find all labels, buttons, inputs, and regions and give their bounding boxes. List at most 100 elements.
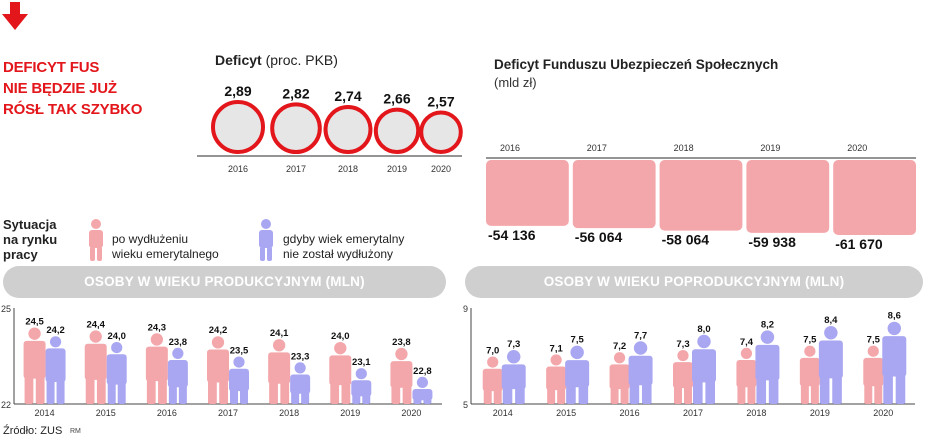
person-pink-head — [804, 345, 816, 357]
person-purple-leg — [502, 386, 513, 404]
person-purple-head — [49, 336, 62, 348]
person-pink-body — [329, 355, 352, 386]
person-pink-leg — [280, 380, 290, 404]
person-purple-body — [290, 374, 311, 394]
person-purple-leg — [629, 382, 640, 404]
person-pink-head — [487, 356, 499, 368]
post-working-age-value-label-pink: 7,1 — [550, 343, 564, 354]
legend-heading-line-2: na rynku — [3, 232, 58, 247]
person-pink-head — [150, 333, 164, 346]
person-purple-head — [887, 321, 902, 336]
person-purple-leg — [423, 397, 432, 404]
person-purple-leg — [819, 375, 830, 404]
person-pink-leg — [85, 376, 95, 404]
working-age-y-tick-label: 25 — [1, 304, 11, 314]
working-age-pill: OSOBY W WIEKU PRODUKCYJNYM (MLN) — [3, 266, 446, 298]
person-purple-body — [755, 344, 780, 381]
person-purple-body — [628, 355, 653, 386]
person-pink-legend-icon — [89, 219, 103, 261]
person-pink-leg — [800, 383, 809, 404]
fus-year-label: 2016 — [500, 143, 520, 153]
working-age-value-label-pink: 24,0 — [331, 331, 350, 342]
person-pink-head — [550, 354, 562, 366]
deficit-bubble — [211, 100, 265, 154]
person-pink-leg — [674, 385, 682, 404]
person-purple-body — [692, 349, 716, 383]
person-purple-leg — [883, 373, 893, 404]
person-purple-body — [351, 380, 372, 397]
person-purple-head — [824, 326, 838, 340]
working-age-value-label-purple: 23,1 — [352, 357, 371, 368]
person-pink-body — [736, 360, 757, 388]
person-pink-body — [482, 368, 503, 392]
person-purple-leg — [46, 378, 55, 404]
person-purple-leg — [352, 393, 361, 404]
person-purple-leg — [832, 375, 842, 404]
person-purple-leg — [413, 397, 422, 404]
person-pink-leg — [24, 375, 34, 404]
down-arrow-icon — [2, 2, 28, 30]
person-pink-leg — [219, 379, 228, 404]
person-purple-leg — [240, 388, 248, 404]
person-pink-head — [334, 342, 347, 355]
person-purple-leg — [693, 379, 703, 404]
post-working-age-year-label: 2019 — [810, 408, 830, 418]
post-working-age-pill: OSOBY W WIEKU POPRODUKCYJNYM (MLN) — [465, 266, 923, 298]
person-pink-body — [799, 357, 820, 387]
working-age-year-label: 2014 — [35, 408, 55, 418]
working-age-value-label-purple: 23,3 — [291, 351, 310, 362]
working-age-year-label: 2019 — [340, 408, 360, 418]
post-working-age-year-label: 2015 — [556, 408, 576, 418]
person-purple-leg — [641, 382, 652, 404]
fus-deficit-bar — [833, 160, 916, 235]
source-note: Źródło: ZUS — [3, 425, 63, 437]
deficit-bubble-label: 2,57 — [427, 93, 454, 109]
working-age-value-label-purple: 24,0 — [107, 331, 126, 342]
person-purple-head — [760, 330, 775, 344]
post-working-age-value-label-pink: 7,3 — [676, 339, 689, 350]
person-pink-leg — [737, 384, 746, 404]
working-age-year-label: 2018 — [279, 408, 299, 418]
post-working-age-year-label: 2016 — [620, 408, 640, 418]
person-pink-leg — [557, 387, 566, 404]
fus-deficit-label: -61 670 — [835, 236, 883, 252]
person-purple-leg — [178, 384, 187, 404]
working-age-value-label-purple: 22,8 — [413, 366, 432, 377]
person-purple-leg — [756, 377, 767, 404]
post-working-age-value-label-pink: 7,2 — [613, 341, 626, 352]
working-age-year-label: 2017 — [218, 408, 238, 418]
person-pink-leg — [402, 384, 412, 404]
working-age-value-label-pink: 23,8 — [392, 337, 411, 348]
post-working-age-year-label: 2020 — [873, 408, 893, 418]
person-pink-leg — [35, 375, 45, 404]
headline-line-1: DEFICYT FUS — [3, 59, 100, 76]
person-pink-leg — [864, 383, 873, 404]
person-pink-body — [207, 349, 229, 383]
person-pink-leg — [330, 382, 340, 404]
deficit-pkb-title: Deficyt (proc. PKB) — [215, 52, 338, 68]
post-working-age-value-label-purple: 7,3 — [507, 339, 520, 350]
person-purple-leg — [566, 384, 576, 404]
fus-deficit-bar — [572, 160, 656, 229]
post-working-age-y-tick-label: 9 — [463, 304, 468, 314]
person-pink-body — [546, 366, 567, 391]
person-purple-head — [355, 368, 367, 380]
post-working-age-year-label: 2018 — [746, 408, 766, 418]
deficit-bubble — [373, 107, 421, 154]
person-purple-leg — [168, 384, 177, 404]
person-pink-head — [395, 347, 408, 361]
post-working-age-value-label-purple: 7,5 — [571, 335, 585, 346]
post-working-age-value-label-pink: 7,5 — [867, 335, 881, 346]
person-purple-leg — [362, 393, 371, 404]
person-pink-head — [740, 347, 753, 359]
person-purple-head — [570, 345, 584, 360]
person-purple-leg — [578, 384, 589, 404]
person-purple-leg — [117, 381, 126, 404]
post-working-age-value-label-pink: 7,4 — [740, 337, 754, 348]
person-pink-leg — [493, 388, 502, 404]
legend-item-2-line-1: gdyby wiek emerytalny — [283, 232, 405, 246]
person-purple-head — [633, 341, 648, 355]
fus-year-label: 2019 — [760, 143, 780, 153]
person-purple-head — [697, 334, 711, 349]
person-purple-body — [565, 360, 590, 388]
